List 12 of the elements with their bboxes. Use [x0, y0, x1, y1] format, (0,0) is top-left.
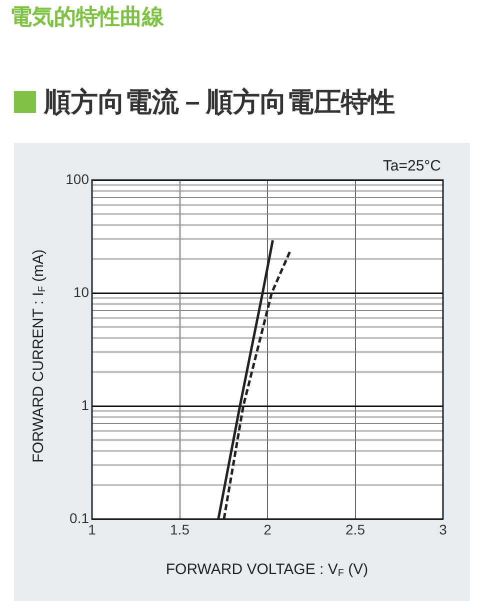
- x-tick-label: 1.5: [170, 521, 190, 538]
- y-tick-label: 10: [73, 284, 90, 300]
- x-tick-label: 3: [439, 521, 448, 538]
- y-tick-label: 100: [66, 170, 90, 187]
- x-axis-title: FORWARD VOLTAGE : V$_{F}$ (V): [164, 561, 370, 579]
- y-tick-label: 0.1: [70, 510, 90, 526]
- text: Ta=25°C: [382, 158, 442, 175]
- chart-subtitle: 順方向電流－順方向電圧特性: [44, 86, 395, 120]
- x-tick-label: 2: [264, 521, 272, 538]
- x-tick-label: 2.5: [346, 521, 366, 538]
- y-tick-label: 1: [81, 396, 90, 413]
- chart-title: 電気的特性曲線: [10, 4, 164, 32]
